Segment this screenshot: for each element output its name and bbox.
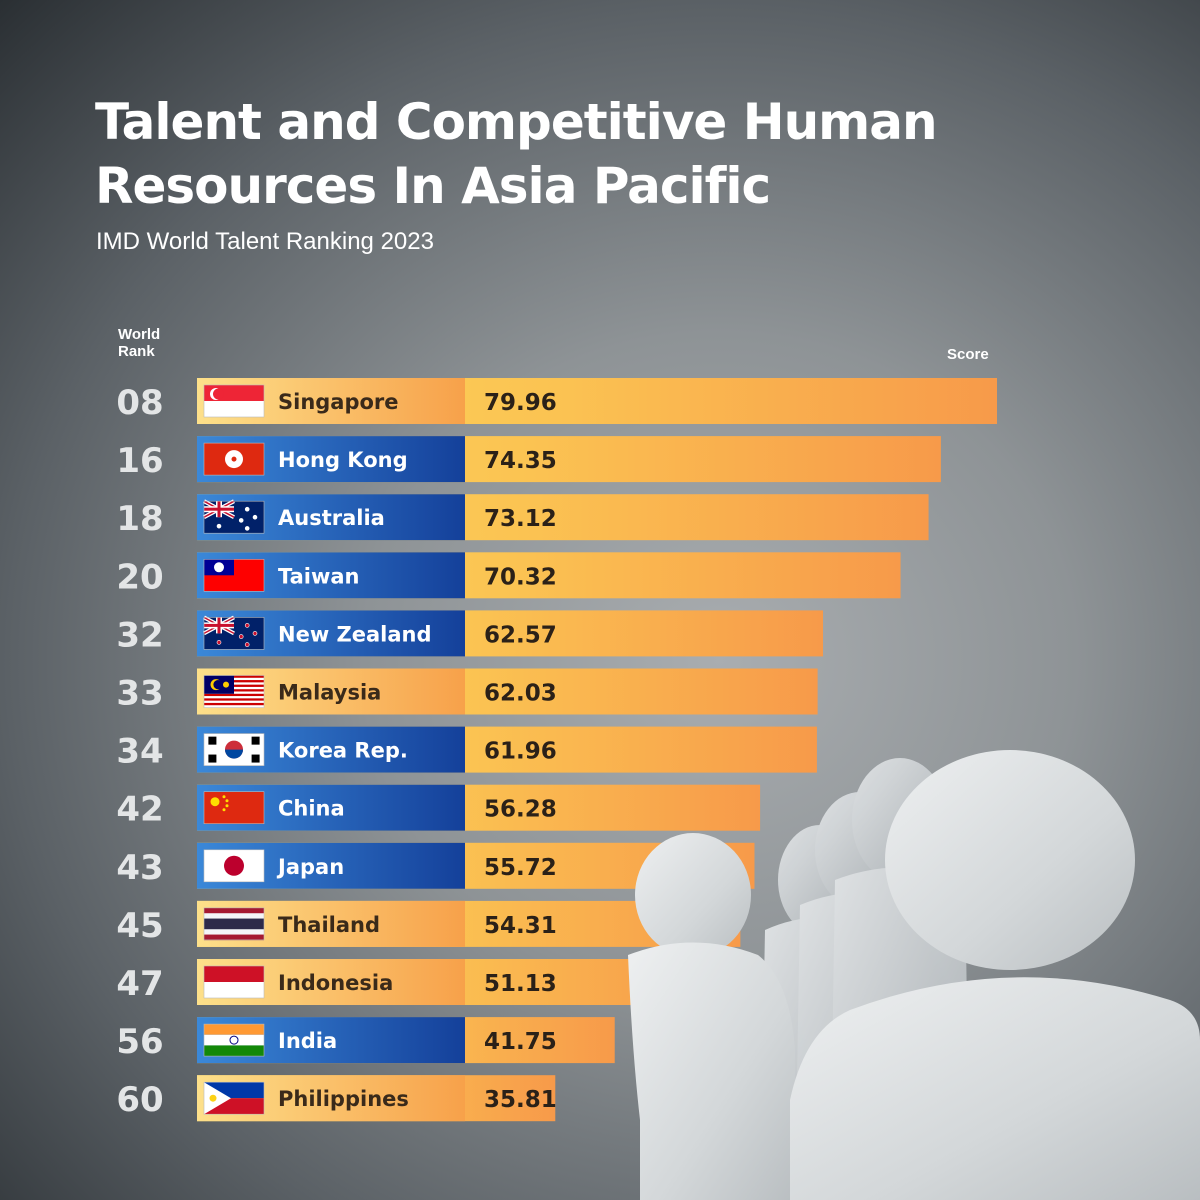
score-value-label: 70.32: [484, 564, 557, 590]
rank-label: 33: [116, 674, 163, 714]
score-value-label: 35.81: [484, 1087, 557, 1113]
country-label: Taiwan: [278, 564, 360, 588]
singapore-flag: [203, 384, 265, 418]
bar-row-singapore: 08 Singapore 79.96: [116, 378, 997, 424]
australia-flag: [203, 499, 265, 534]
china-flag: [203, 791, 265, 825]
score-value-label: 73.12: [484, 506, 557, 532]
thailand-flag: [203, 907, 265, 941]
country-label: New Zealand: [278, 622, 432, 646]
bar-row-australia: 18 Australia 73.12: [116, 494, 929, 541]
taiwan-flag: [203, 558, 265, 592]
country-label: Malaysia: [278, 681, 381, 705]
bar-row-japan: 43 Japan 55.72: [116, 842, 755, 889]
score-value-label: 74.35: [484, 448, 557, 474]
korea-flag: [203, 733, 265, 766]
country-label: Thailand: [278, 913, 380, 937]
rank-header-line-2: Rank: [118, 343, 155, 360]
country-label: Australia: [278, 506, 385, 530]
country-label: Philippines: [278, 1087, 409, 1111]
rank-label: 43: [116, 848, 163, 888]
score-value-label: 62.03: [484, 681, 557, 707]
score-value-label: 55.72: [484, 855, 557, 881]
country-label: Indonesia: [278, 971, 393, 995]
rank-label: 45: [116, 906, 163, 946]
bar-row-taiwan: 20 Taiwan 70.32: [116, 552, 901, 599]
country-label: China: [278, 797, 345, 821]
chart-title-line-2: Resources In Asia Pacific: [95, 157, 771, 215]
bar-row-philippines: 60 Philippines 35.81: [116, 1075, 557, 1122]
world-rank-header: World Rank: [118, 326, 160, 360]
score-value-label: 54.31: [484, 913, 557, 939]
score-value-label: 62.57: [484, 622, 557, 648]
country-label: Singapore: [278, 390, 399, 414]
rank-label: 08: [116, 383, 163, 423]
score-value-label: 61.96: [484, 739, 557, 765]
bar-row-malaysia: 33 Malaysia 62.03: [116, 668, 818, 715]
rank-label: 16: [116, 441, 163, 481]
score-header: Score: [947, 346, 989, 363]
rank-label: 42: [116, 790, 163, 830]
philippines-flag: [203, 1081, 265, 1115]
bar-row-korea-rep: 34 Korea Rep. 61.96: [116, 726, 817, 773]
rank-label: 20: [116, 557, 163, 597]
score-value-label: 41.75: [484, 1029, 557, 1055]
indonesia-flag: [203, 965, 265, 999]
chart-subtitle: IMD World Talent Ranking 2023: [96, 228, 434, 255]
bar-row-new-zealand: 32 New Zealand 62.57: [116, 610, 824, 657]
rank-label: 18: [116, 499, 163, 539]
bar-row-hong-kong: 16 Hong Kong 74.35: [116, 436, 941, 483]
score-value-label: 79.96: [484, 390, 557, 416]
bar-row-india: 56 India 41.75: [116, 1017, 615, 1064]
rank-label: 47: [116, 964, 163, 1004]
country-label: Korea Rep.: [278, 739, 408, 763]
bar-row-thailand: 45 Thailand 54.31: [116, 900, 741, 947]
india-flag: [203, 1023, 265, 1057]
country-label: India: [278, 1029, 337, 1053]
rank-label: 56: [116, 1022, 163, 1062]
chart-title: Talent and Competitive Human Resources I…: [95, 90, 1135, 218]
chart-title-line-1: Talent and Competitive Human: [95, 93, 938, 151]
country-label: Hong Kong: [278, 448, 408, 472]
bar-row-china: 42 China 56.28: [116, 784, 761, 831]
japan-flag: [203, 849, 265, 883]
score-value-label: 51.13: [484, 971, 557, 997]
malaysia-flag: [203, 675, 265, 708]
rank-header-line-1: World: [118, 326, 161, 343]
hong-kong-flag: [203, 442, 265, 476]
new-zealand-flag: [203, 615, 265, 650]
rank-label: 60: [116, 1080, 163, 1120]
rank-label: 32: [116, 615, 163, 655]
country-label: Japan: [276, 855, 344, 879]
rank-label: 34: [116, 732, 163, 772]
bar-row-indonesia: 47 Indonesia 51.13: [116, 959, 709, 1005]
score-value-label: 56.28: [484, 797, 557, 823]
